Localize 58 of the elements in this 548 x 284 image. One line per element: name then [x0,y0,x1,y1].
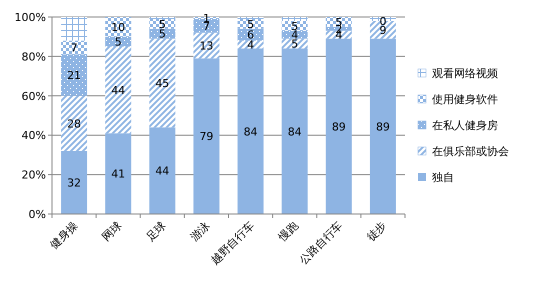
x-tick-label: 足球 [144,218,168,244]
bar [193,58,220,214]
y-tick-label: 20% [22,168,46,182]
data-label: 89 [332,120,346,134]
y-tick-label: 40% [22,129,46,142]
bar [282,38,308,49]
bar [282,17,308,21]
data-label: 32 [67,176,82,190]
bar [238,18,264,29]
bar [105,46,132,134]
bar [61,17,88,41]
data-label: 9 [379,24,386,37]
data-label: 13 [199,40,214,53]
data-label: 84 [288,125,302,138]
bar [61,54,88,96]
bar [105,17,132,37]
bar [282,48,308,214]
bar [61,40,88,54]
data-label: 5 [114,36,122,49]
x-tick-label: 徒步 [364,218,390,244]
bar [61,96,88,151]
data-label: 7 [70,42,78,55]
legend-label: 使用健身软件 [432,93,498,106]
bar [370,38,396,214]
x-tick-label: 健身操 [48,218,80,252]
data-label: 84 [244,125,258,138]
y-tick-label: 0% [28,208,46,221]
y-tick-label: 100% [14,11,46,24]
bar [105,133,132,214]
data-label: 28 [67,117,82,130]
bar [193,32,220,58]
y-tick-label: 80% [22,50,46,64]
legend-label: 独自 [432,171,454,184]
data-label: 10 [111,20,126,34]
data-label: 5 [291,38,298,51]
x-tick-label: 慢跑 [275,218,301,244]
bar [105,36,132,47]
data-label: 5 [247,18,254,31]
y-tick-label: 60% [22,90,46,103]
bar [326,38,352,214]
data-label: 89 [376,120,390,134]
legend-label: 在私人健身房 [432,119,498,132]
data-label: 44 [111,84,126,97]
legend-label: 在俱乐部或协会 [432,145,509,158]
bar [326,26,352,31]
bar [149,18,176,29]
x-tick-label: 网球 [100,218,124,244]
bar [149,127,176,214]
bar [238,48,264,214]
data-label: 41 [111,168,126,181]
bar [61,150,88,214]
data-label: 44 [155,164,170,178]
data-label: 79 [199,130,214,144]
bar [282,20,308,31]
legend-label: 观看网络视频 [432,67,498,80]
data-label: 45 [155,76,170,90]
bar [149,38,176,128]
data-label: 21 [67,69,82,82]
